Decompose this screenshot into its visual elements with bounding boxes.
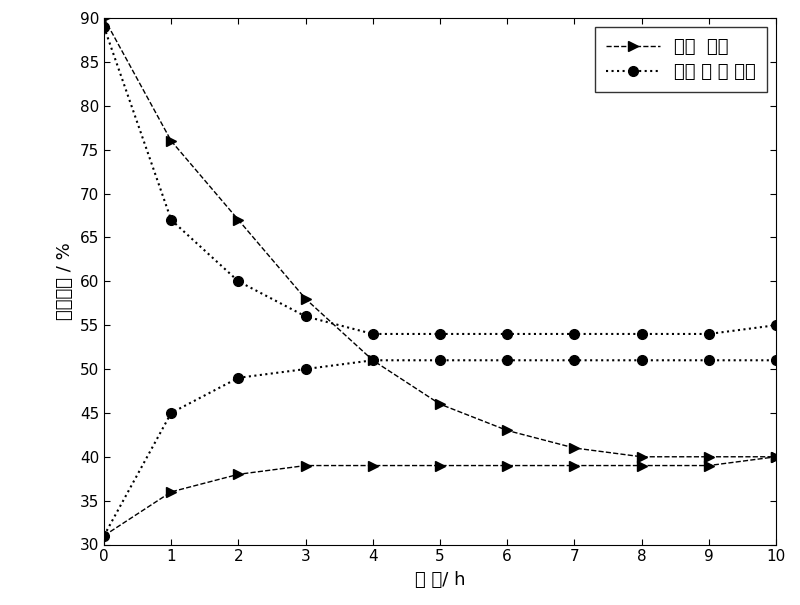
- 普通  硅胶: [166, 137, 176, 145]
- 高分 子 调 湿剂: [637, 330, 646, 338]
- 普通  硅胶: [771, 453, 781, 460]
- 高分 子 调 湿剂: [301, 313, 310, 320]
- 高分 子 调 湿剂: [435, 330, 445, 338]
- 高分 子 调 湿剂: [166, 216, 176, 223]
- 普通  硅胶: [234, 216, 243, 223]
- 普通  硅胶: [570, 444, 579, 451]
- 高分 子 调 湿剂: [771, 321, 781, 329]
- 高分 子 调 湿剂: [570, 330, 579, 338]
- 高分 子 调 湿剂: [99, 23, 109, 30]
- X-axis label: 时 间/ h: 时 间/ h: [414, 571, 466, 589]
- Line: 高分 子 调 湿剂: 高分 子 调 湿剂: [99, 22, 781, 339]
- 高分 子 调 湿剂: [704, 330, 714, 338]
- 高分 子 调 湿剂: [234, 278, 243, 285]
- 高分 子 调 湿剂: [368, 330, 378, 338]
- Legend: 普通  硅胶, 高分 子 调 湿剂: 普通 硅胶, 高分 子 调 湿剂: [595, 27, 767, 92]
- 普通  硅胶: [301, 295, 310, 302]
- 普通  硅胶: [704, 453, 714, 460]
- 高分 子 调 湿剂: [502, 330, 512, 338]
- 普通  硅胶: [637, 453, 646, 460]
- Line: 普通  硅胶: 普通 硅胶: [99, 13, 781, 462]
- 普通  硅胶: [435, 401, 445, 408]
- 普通  硅胶: [502, 427, 512, 434]
- Y-axis label: 相对湿度 / %: 相对湿度 / %: [56, 243, 74, 320]
- 普通  硅胶: [368, 356, 378, 364]
- 普通  硅胶: [99, 15, 109, 22]
